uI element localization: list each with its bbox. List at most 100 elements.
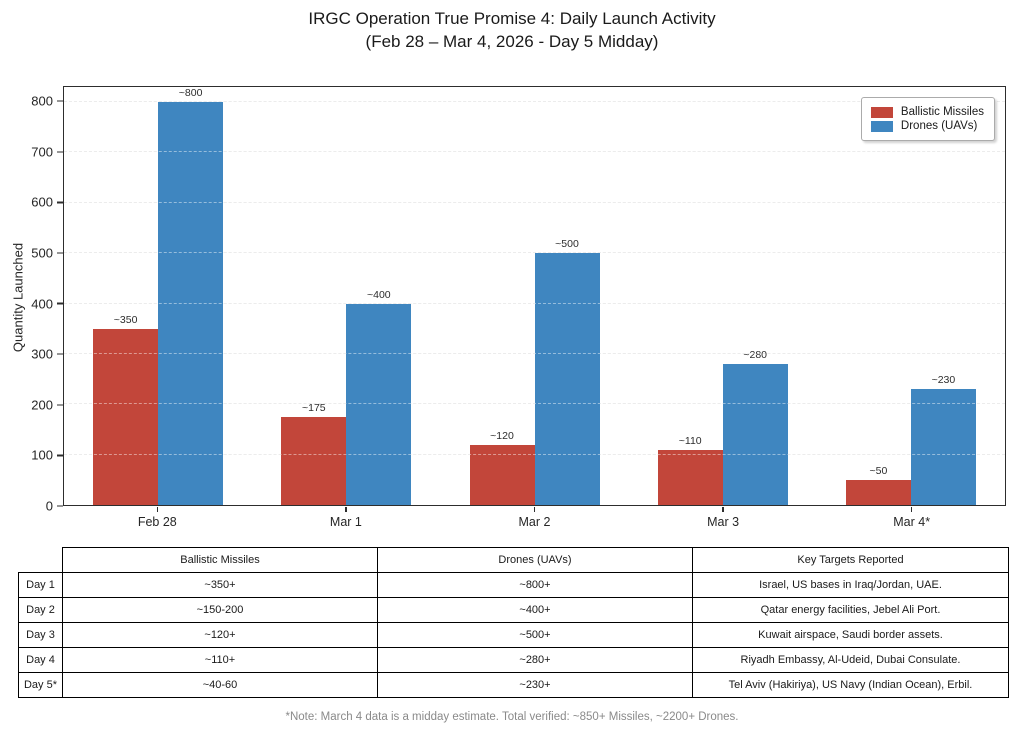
- footnote: *Note: March 4 data is a midday estimate…: [285, 711, 739, 723]
- missiles-cell: ~120+: [62, 622, 378, 648]
- bar-group: ~120 ~500: [440, 87, 628, 505]
- y-tick-label: 200: [31, 397, 53, 413]
- table-corner-cell: [19, 548, 63, 573]
- y-tick-label: 100: [31, 447, 53, 463]
- y-tick-label: 800: [31, 93, 53, 109]
- bar-group: ~50 ~230: [817, 87, 1005, 505]
- data-table: Ballistic Missiles Drones (UAVs) Key Tar…: [18, 547, 1009, 698]
- y-tick-label: 300: [31, 346, 53, 362]
- y-tick: 800: [31, 94, 63, 109]
- y-tick: 500: [31, 246, 63, 261]
- bar-value-label: ~500: [555, 238, 579, 251]
- bar-group: ~175 ~400: [252, 87, 440, 505]
- bar-value-label: ~175: [301, 401, 326, 414]
- x-tick-label: Feb 28: [137, 515, 177, 529]
- bar-value-label: ~800: [178, 87, 203, 100]
- y-tick-mark-icon: [57, 100, 63, 102]
- y-tick-label: 500: [31, 245, 53, 261]
- x-tick: Feb 28: [63, 507, 252, 539]
- x-tick-mark-icon: [722, 507, 724, 512]
- drones-cell: ~500+: [377, 622, 693, 648]
- bar-drones-uavs-: ~280: [722, 349, 788, 505]
- bar-value-label: ~400: [366, 288, 391, 301]
- gridline: [64, 302, 1005, 304]
- x-tick: Mar 4*: [817, 507, 1006, 539]
- x-tick-label: Mar 4*: [893, 515, 931, 529]
- bar-drones-uavs-: ~230: [910, 374, 976, 505]
- bar-ballistic-missiles: ~175: [281, 402, 347, 505]
- bar-drones-uavs-: ~400: [346, 289, 412, 505]
- gridline: [64, 151, 1005, 153]
- bar-ballistic-missiles: ~50: [845, 465, 911, 505]
- bars-layer: ~350 ~800 ~175 ~400 ~120 ~500 ~110 ~280 ~50 ~230: [64, 87, 1005, 505]
- targets-cell: Kuwait airspace, Saudi border assets.: [692, 622, 1009, 648]
- missiles-cell: ~40-60: [62, 672, 378, 698]
- row-header-day: Day 2: [18, 597, 63, 623]
- drones-cell: ~280+: [377, 647, 693, 673]
- chart-title-line2: (Feb 28 – Mar 4, 2026 - Day 5 Midday): [365, 32, 659, 51]
- x-tick-mark-icon: [533, 507, 536, 512]
- x-tick: Mar 1: [252, 507, 441, 539]
- y-tick-label: 600: [31, 194, 53, 210]
- legend-item-drones: Drones (UAVs): [870, 120, 984, 132]
- bar-group: ~350 ~800: [64, 87, 252, 505]
- y-tick-label: 0: [45, 498, 53, 514]
- gridline: [64, 201, 1005, 203]
- legend-label-drones: Drones (UAVs): [900, 120, 978, 132]
- x-tick: Mar 3: [629, 507, 818, 539]
- bar-value-label: ~280: [743, 349, 768, 361]
- missiles-cell: ~350+: [62, 572, 378, 598]
- bar-ballistic-missiles: ~350: [93, 314, 159, 505]
- y-axis: 0 100 200 300 400 500 600 700 800: [0, 86, 63, 514]
- y-tick-mark-icon: [57, 454, 63, 457]
- column-header-targets: Key Targets Reported: [692, 547, 1009, 573]
- x-tick-label: Mar 2: [518, 515, 551, 529]
- x-tick-mark-icon: [156, 507, 159, 512]
- row-header-day: Day 4: [18, 647, 63, 673]
- x-tick-mark-icon: [910, 507, 913, 512]
- legend-label-missiles: Ballistic Missiles: [900, 106, 984, 118]
- table-row: Day 5* ~40-60 ~230+ Tel Aviv (Hakiriya), US…: [18, 672, 1009, 698]
- targets-cell: Riyadh Embassy, Al-Udeid, Dubai Consulat…: [692, 647, 1009, 673]
- gridline: [64, 151, 1005, 153]
- table-row: Day 3 ~120+ ~500+ Kuwait airspace, Saudi bo…: [18, 622, 1009, 648]
- table-row: Day 1 ~350+ ~800+ Israel, US bases in Iraq/…: [18, 572, 1009, 598]
- y-tick: 0: [46, 499, 63, 514]
- y-tick-label: 700: [31, 144, 53, 160]
- chart-title-line1: IRGC Operation True Promise 4: Daily Lau…: [308, 9, 716, 28]
- x-tick: Mar 2: [440, 507, 629, 539]
- y-tick-label: 400: [31, 296, 53, 312]
- targets-cell: Qatar energy facilities, Jebel Ali Port.: [692, 597, 1009, 623]
- row-header-day: Day 3: [18, 622, 63, 648]
- x-axis: Feb 28 Mar 1 Mar 2 Mar 3 Mar 4*: [63, 507, 1006, 539]
- targets-cell: Tel Aviv (Hakiriya), US Navy (Indian Oce…: [692, 672, 1009, 698]
- row-header-day: Day 5*: [18, 672, 63, 698]
- y-tick: 200: [31, 397, 63, 412]
- bar-ballistic-missiles: ~110: [657, 435, 723, 505]
- gridline: [64, 352, 1005, 354]
- row-header-day: Day 1: [18, 572, 63, 598]
- table-header-row: Ballistic Missiles Drones (UAVs) Key Tar…: [19, 547, 1009, 573]
- y-tick-mark-icon: [57, 404, 63, 406]
- bar-ballistic-missiles: ~120: [469, 430, 535, 505]
- y-tick-mark-icon: [57, 353, 63, 355]
- chart-title: IRGC Operation True Promise 4: Daily Lau…: [0, 7, 1024, 53]
- y-tick-mark-icon: [57, 151, 63, 153]
- x-tick-mark-icon: [345, 507, 347, 512]
- gridline: [64, 252, 1005, 254]
- y-tick: 600: [31, 195, 63, 210]
- gridline: [64, 201, 1005, 203]
- y-tick: 100: [31, 448, 63, 463]
- bar-value-label: ~50: [869, 464, 888, 477]
- plot-area: ~350 ~800 ~175 ~400 ~120 ~500 ~110 ~280 ~50 ~230 …: [63, 86, 1006, 506]
- drones-cell: ~400+: [377, 597, 693, 623]
- gridline: [64, 403, 1005, 405]
- bar-value-label: ~120: [490, 429, 514, 442]
- y-tick: 700: [31, 144, 63, 159]
- y-tick: 300: [31, 347, 63, 362]
- table-row: Day 4 ~110+ ~280+ Riyadh Embassy, Al-Udeid,…: [18, 647, 1009, 673]
- bar-value-label: ~110: [678, 434, 702, 447]
- column-header-missiles: Ballistic Missiles: [62, 547, 378, 573]
- gridline: [64, 453, 1005, 455]
